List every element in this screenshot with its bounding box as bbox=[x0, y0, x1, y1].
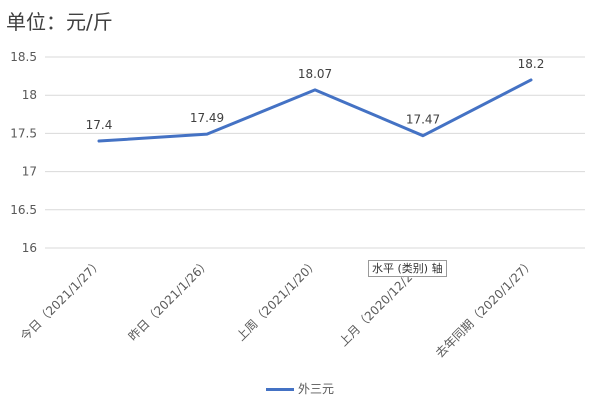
series-line[interactable] bbox=[97, 78, 533, 143]
axis-tooltip: 水平 (类别) 轴 bbox=[368, 260, 447, 277]
data-label: 18.2 bbox=[518, 57, 545, 71]
y-tick-label: 18 bbox=[22, 88, 37, 102]
y-tick-label: 17 bbox=[22, 165, 37, 179]
unit-title: 单位：元/斤 bbox=[6, 10, 113, 34]
x-tick-label: 上周（2021/1/20） bbox=[234, 256, 321, 343]
x-tick-label: 今日（2021/1/27） bbox=[17, 256, 105, 344]
x-tick-label: 昨日（2021/1/26） bbox=[126, 256, 213, 343]
y-tick-label: 18.5 bbox=[10, 50, 37, 64]
x-tick-label: 去年同期（2020/1/27） bbox=[433, 256, 537, 360]
legend[interactable]: 外三元 bbox=[0, 380, 600, 397]
data-label: 17.47 bbox=[406, 113, 440, 127]
legend-swatch bbox=[265, 388, 294, 391]
y-tick-label: 16 bbox=[22, 241, 37, 255]
y-tick-label: 17.5 bbox=[10, 126, 37, 140]
data-label: 17.4 bbox=[86, 118, 113, 132]
data-label: 18.07 bbox=[298, 67, 332, 81]
legend-label: 外三元 bbox=[297, 382, 334, 396]
y-tick-label: 16.5 bbox=[10, 203, 37, 217]
data-label: 17.49 bbox=[190, 111, 224, 125]
